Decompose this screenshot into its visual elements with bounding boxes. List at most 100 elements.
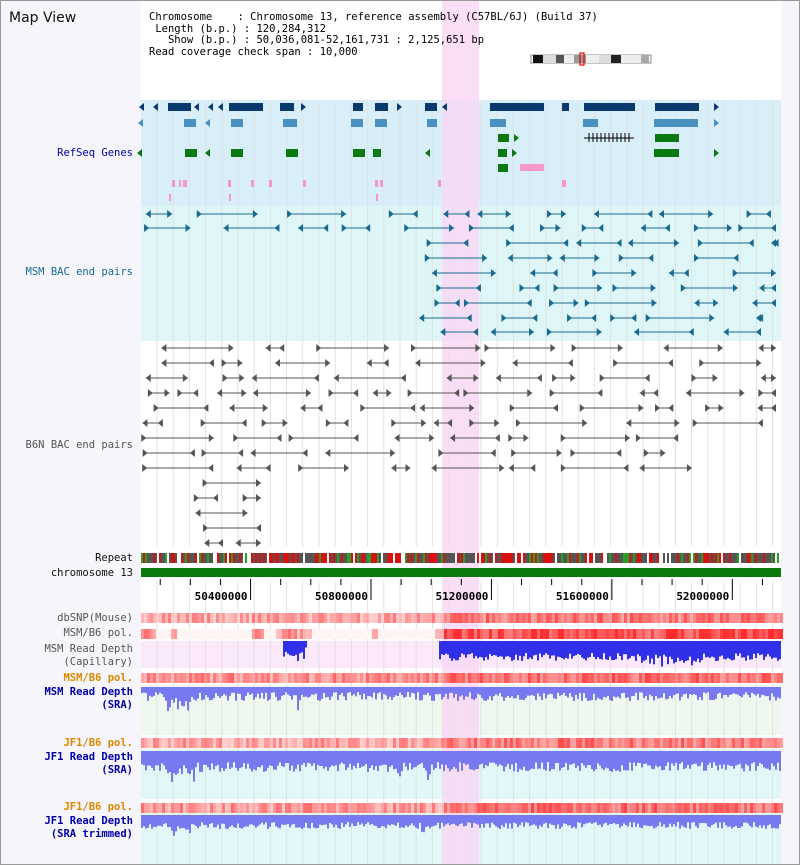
msm-depth-sra-bar [381,687,383,700]
msm-bac-pair-end [144,224,150,232]
msm-pol-cell [738,629,741,639]
jf1-pol-trim-cell [744,803,747,813]
msm-pol-sra-cell [579,673,582,683]
msm-depth-cap-bar [559,641,561,658]
jf1-depth-trim-bar [421,815,423,832]
msm-pol-sra-cell [240,673,243,683]
ideogram-band [599,55,611,63]
repeat-element [263,553,265,563]
msm-pol-sra-cell [558,673,561,683]
msm-pol-cell [333,629,336,639]
dbsnp-cell [615,613,618,623]
msm-depth-cap-bar [623,641,625,655]
repeat-element [195,553,197,563]
msm-pol-cell [714,629,717,639]
msm-pol-cell [141,629,144,639]
msm-depth-sra-bar [739,687,741,697]
track-label-refseq[interactable]: RefSeq Genes [57,147,133,159]
jf1-depth-sra-bar [761,751,763,765]
repeat-element [193,553,195,563]
jf1-pol-trim-cell [576,803,579,813]
repeat-element [153,553,155,563]
msm-depth-sra-bar [481,687,483,699]
jf1-depth-sra-bar [469,751,471,770]
jf1-pol-cell [726,738,729,748]
msm-bac-pair-end [773,239,779,247]
refseq-gene-dark [194,103,199,111]
msm-depth-cap-bar [689,641,691,657]
msm-depth-sra-bar [387,687,389,700]
msm-depth-cap-bar [487,641,489,660]
repeat-element [303,553,305,563]
jf1-depth-sra-bar [149,751,151,766]
msm-depth-sra-bar [173,687,175,703]
msm-depth-sra-bar [635,687,637,693]
repeat-element [141,553,143,563]
jf1-pol-trim-cell [201,803,204,813]
msm-pol-cell [348,629,351,639]
msm-depth-sra-bar [355,687,357,697]
msm-pol-sra-cell [711,673,714,683]
jf1-pol-trim-cell [621,803,624,813]
jf1-pol-cell [615,738,618,748]
jf1-pol-trim-cell [771,803,774,813]
b6n-bac-pair-end [203,524,209,532]
show-value: 50,036,081-52,161,731 : 2,125,651 bp [256,34,485,46]
jf1-depth-sra-bar [253,751,255,770]
msm-pol-cell [759,629,762,639]
msm-pol-sra-cell [717,673,720,683]
repeat-element [509,553,511,563]
jf1-depth-sra-bar [567,751,569,771]
jf1-depth-trim-bar [269,815,271,827]
msm-depth-sra-bar [547,687,549,695]
b6n-bac-pair-end [242,509,248,517]
b6n-bac-pair-end [213,494,219,502]
dbsnp-cell [150,613,153,623]
msm-depth-sra-bar [729,687,731,695]
msm-pol-cell [147,629,150,639]
msm-pol-cell [399,629,402,639]
track-label-msm-bac[interactable]: MSM BAC end pairs [25,266,133,278]
jf1-depth-sra-bar [389,751,391,767]
dbsnp-cell [303,613,306,623]
jf1-depth-trim-bar [259,815,261,825]
jf1-pol-cell [552,738,555,748]
msm-bac-pair-end [648,254,654,262]
msm-bac-pair-end [553,284,559,292]
jf1-depth-sra-bar [561,751,563,768]
jf1-depth-trim-bar [771,815,773,829]
track-label-repeat: Repeat [95,552,133,564]
jf1-pol-trim-cell [405,803,408,813]
repeat-element [621,553,623,563]
jf1-depth-sra-bar [629,751,631,763]
jf1-depth-sra-bar [637,751,639,763]
msm-pol-sra-cell [456,673,459,683]
msm-depth-sra-bar [145,687,147,694]
msm-depth-sra-bar [207,687,209,698]
jf1-pol-trim-cell [756,803,759,813]
msm-pol-sra-cell [420,673,423,683]
jf1-depth-sra-bar [499,751,501,765]
jf1-depth-trim-bar [407,815,409,828]
track-label-b6n-bac[interactable]: B6N BAC end pairs [25,439,133,451]
dbsnp-cell [726,613,729,623]
dbsnp-cell [417,613,420,623]
jf1-depth-trim-bar [595,815,597,823]
msm-depth-cap-bar [291,641,293,656]
jf1-pol-cell [558,738,561,748]
msm-pol-cell [339,629,342,639]
msm-pol-sra-cell [354,673,357,683]
msm-depth-cap-bar [573,641,575,657]
b6n-bac-pair-end [686,464,692,472]
jf1-depth-sra-bar [619,751,621,772]
jf1-depth-sra-bar [643,751,645,765]
repeat-element [427,553,429,563]
msm-depth-sra-bar [583,687,585,694]
msm-depth-cap-bar [473,641,475,659]
jf1-depth-trim-bar [697,815,699,829]
refseq-gene-pink [563,180,566,187]
b6n-bac-pair-end [300,404,306,412]
msm-depth-sra-bar [699,687,701,697]
jf1-depth-sra-bar [591,751,593,770]
